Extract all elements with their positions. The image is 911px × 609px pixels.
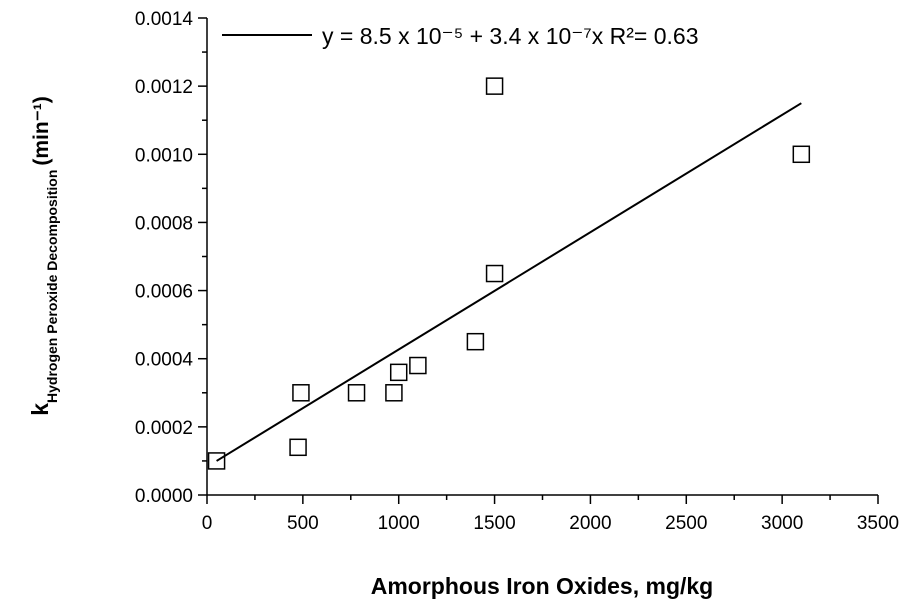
marker (292, 384, 310, 402)
marker (485, 77, 504, 95)
y-tick-label: 0.0006 (135, 282, 193, 303)
marker (485, 264, 504, 283)
marker (792, 145, 811, 164)
x-tick-label: 3000 (761, 513, 803, 534)
y-tick-label: 0.0010 (135, 145, 193, 166)
y-tick-label: 0.0004 (135, 350, 194, 371)
x-tick-label: 1500 (473, 513, 515, 534)
x-tick-label: 0 (202, 513, 213, 534)
marker (289, 438, 307, 457)
legend-label: y = 8.5 x 10⁻⁵ + 3.4 x 10⁻⁷x R²= 0.63 (322, 23, 698, 49)
y-tick-label: 0.0014 (135, 9, 194, 30)
marker (409, 356, 427, 375)
marker (347, 384, 366, 402)
x-tick-label: 500 (287, 513, 319, 534)
y-tick-label: 0.0002 (135, 418, 193, 439)
y-tick-label: 0.0008 (135, 213, 193, 234)
y-label-unit: (min⁻¹) (30, 96, 53, 165)
marker (389, 363, 408, 382)
x-tick-label: 2500 (665, 513, 707, 534)
y-tick-label: 0.0012 (135, 77, 193, 98)
fit-line (216, 102, 802, 462)
y-label-main: k (27, 403, 53, 416)
marker (466, 332, 485, 351)
x-tick-label: 3500 (857, 513, 899, 534)
y-axis-label: kHydrogen Peroxide Decomposition (min⁻¹) (27, 96, 60, 416)
y-tick-label: 0.0000 (135, 486, 193, 507)
marker (385, 384, 403, 402)
x-tick-label: 2000 (569, 513, 611, 534)
y-label-subscript: Hydrogen Peroxide Decomposition (44, 170, 60, 403)
x-tick-label: 1000 (378, 513, 420, 534)
x-axis-label: Amorphous Iron Oxides, mg/kg (371, 573, 713, 599)
